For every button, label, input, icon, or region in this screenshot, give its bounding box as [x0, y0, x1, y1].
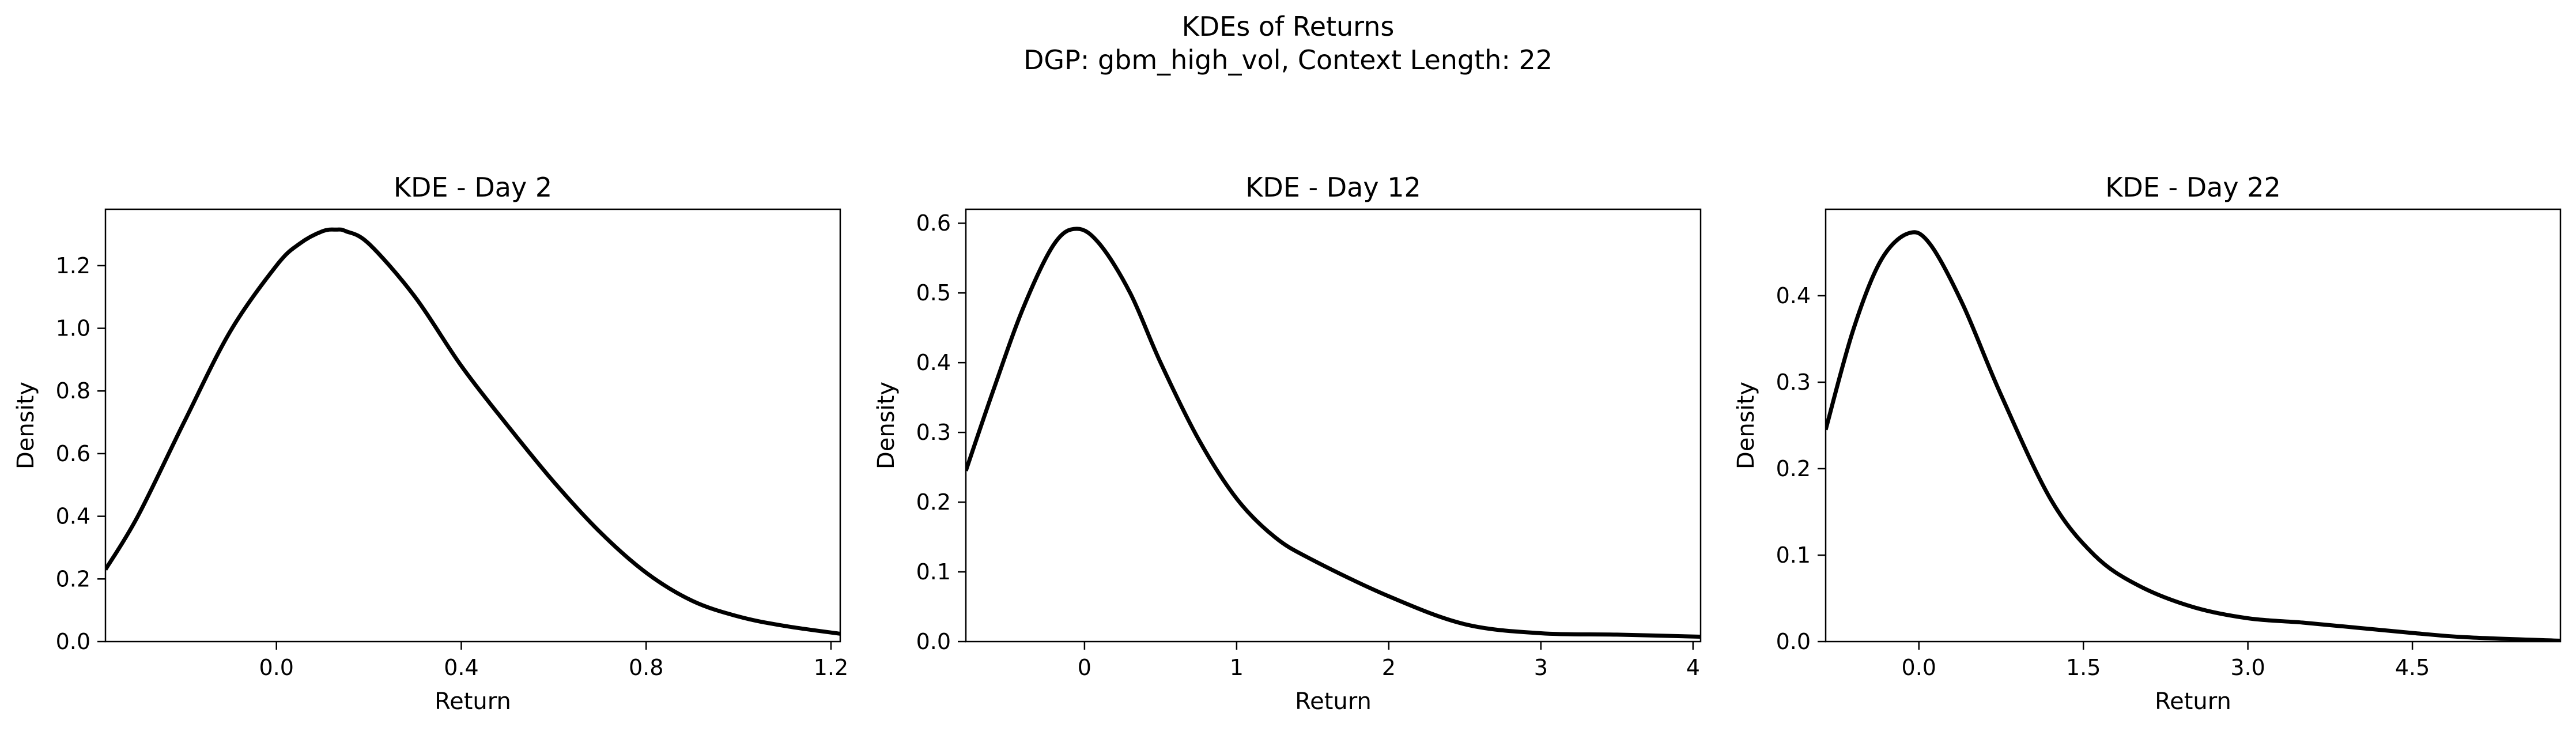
- y-tick-label: 0.4: [916, 350, 951, 375]
- y-axis-label: Density: [873, 382, 900, 469]
- axes-frame: [104, 208, 841, 643]
- y-axis-label: Density: [1733, 382, 1759, 469]
- x-tick-label: 0: [1078, 655, 1091, 680]
- suptitle-line-1: KDEs of Returns: [1182, 11, 1395, 42]
- y-tick-label: 0.3: [1776, 370, 1811, 395]
- subplot-title: KDE - Day 2: [394, 172, 552, 203]
- y-tick-label: 0.8: [56, 378, 90, 404]
- kde-line: [105, 227, 840, 636]
- x-tick-label: 1.5: [2066, 655, 2101, 680]
- y-tick-label: 0.6: [56, 441, 90, 466]
- x-axis-label: Return: [435, 688, 511, 715]
- subplot-title: KDE - Day 22: [2105, 172, 2280, 203]
- y-tick-label: 0.1: [1776, 542, 1811, 568]
- subplot-day-12: 0 1 2 3 4 0.0 0.1 0.2 0.3 0.4 0.5 0.6 KDE - Day 12 Re…: [873, 172, 1702, 715]
- y-tick-label: 0.0: [1776, 629, 1811, 654]
- y-tick-label: 0.4: [1776, 283, 1811, 308]
- x-tick-label: 3: [1534, 655, 1548, 680]
- y-tick-label: 0.5: [916, 280, 951, 306]
- x-tick-label: 2: [1382, 655, 1396, 680]
- x-tick-label: 0.4: [444, 655, 478, 680]
- x-axis-label: Return: [2155, 688, 2231, 715]
- x-tick-label: 1: [1230, 655, 1244, 680]
- y-tick-label: 0.3: [916, 420, 951, 445]
- y-tick-label: 0.2: [916, 489, 951, 515]
- suptitle-line-2: DGP: gbm_high_vol, Context Length: 22: [1023, 44, 1553, 76]
- y-tick-label: 0.4: [56, 504, 90, 529]
- x-tick-label: 0.8: [629, 655, 663, 680]
- y-tick-label: 0.2: [1776, 456, 1811, 481]
- x-tick-label: 4.5: [2395, 655, 2430, 680]
- subplot-day-22: 0.0 1.5 3.0 4.5 0.0 0.1 0.2 0.3 0.4 KDE - Day 22 R…: [1733, 172, 2562, 715]
- x-tick-label: 1.2: [814, 655, 848, 680]
- y-axis-label: Density: [13, 382, 39, 469]
- y-tick-label: 0.0: [916, 629, 951, 654]
- kde-line: [1826, 230, 2560, 642]
- axes-frame: [965, 208, 1702, 643]
- x-tick-label: 3.0: [2230, 655, 2265, 680]
- x-axis-label: Return: [1295, 688, 1372, 715]
- y-tick-label: 1.2: [56, 253, 90, 278]
- y-tick-label: 0.2: [56, 566, 90, 591]
- y-tick-label: 0.6: [916, 210, 951, 236]
- y-tick-label: 1.0: [56, 316, 90, 341]
- y-tick-label: 0.0: [56, 629, 90, 654]
- y-tick-label: 0.1: [916, 559, 951, 585]
- kde-line: [966, 227, 1701, 639]
- subplot-day-2: 0.0 0.4 0.8 1.2 0.0 0.2 0.4 0.6 0.8 1.0 1.2 KDE - D…: [13, 172, 848, 715]
- x-tick-label: 0.0: [259, 655, 293, 680]
- subplot-title: KDE - Day 12: [1245, 172, 1421, 203]
- x-tick-label: 4: [1686, 655, 1700, 680]
- axes-frame: [1825, 208, 2562, 643]
- x-tick-label: 0.0: [1902, 655, 1936, 680]
